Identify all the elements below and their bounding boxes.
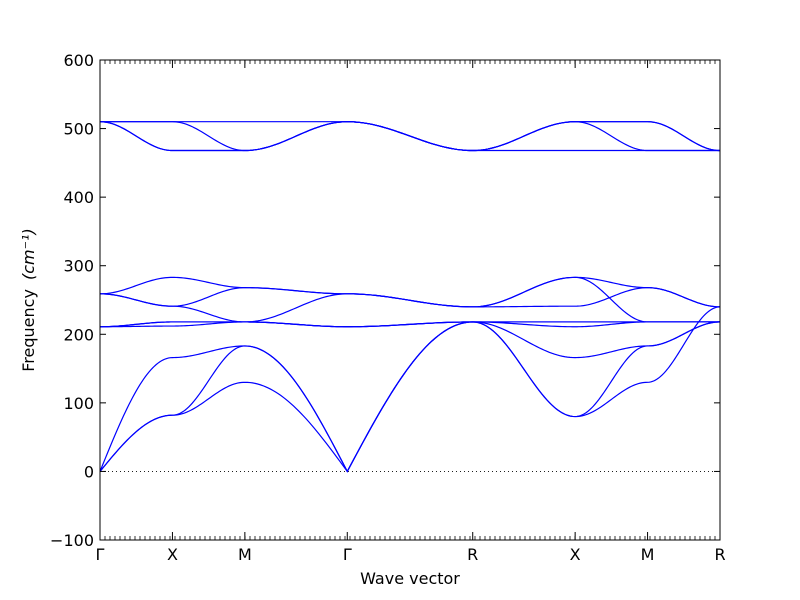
band-line-3 — [99, 321, 721, 473]
y-axis-label: Frequency (cm⁻¹) — [19, 228, 38, 371]
x-tick-label: M — [641, 545, 655, 564]
y-ticks: −100 0 100 200 300 400 500 600 — [50, 51, 720, 550]
x-axis-label: Wave vector — [360, 569, 460, 588]
y-tick-label: 200 — [63, 325, 94, 344]
y-tick-label: 0 — [84, 462, 94, 481]
y-tick-label: 500 — [63, 120, 94, 139]
x-tick-label: R — [467, 545, 478, 564]
y-tick-label: 400 — [63, 188, 94, 207]
band-lines — [99, 121, 721, 473]
y-tick-label: 100 — [63, 394, 94, 413]
x-tick-label: Γ — [96, 545, 105, 564]
x-tick-label: X — [167, 545, 178, 564]
band-line-6 — [100, 321, 720, 328]
x-tick-label: M — [238, 545, 252, 564]
band-line-13 — [100, 121, 721, 152]
x-tick-label: R — [714, 545, 725, 564]
x-tick-label: X — [570, 545, 581, 564]
x-tick-label: Γ — [343, 545, 352, 564]
y-tick-label: 600 — [63, 51, 94, 70]
y-tick-label: 300 — [63, 257, 94, 276]
minor-ticks — [99, 60, 721, 540]
y-axis-label-unit: (cm⁻¹) — [19, 228, 38, 280]
band-line-9 — [99, 276, 720, 323]
y-axis-label-text: Frequency — [19, 289, 38, 372]
plot-frame — [99, 59, 721, 541]
y-tick-label: −100 — [50, 531, 94, 550]
